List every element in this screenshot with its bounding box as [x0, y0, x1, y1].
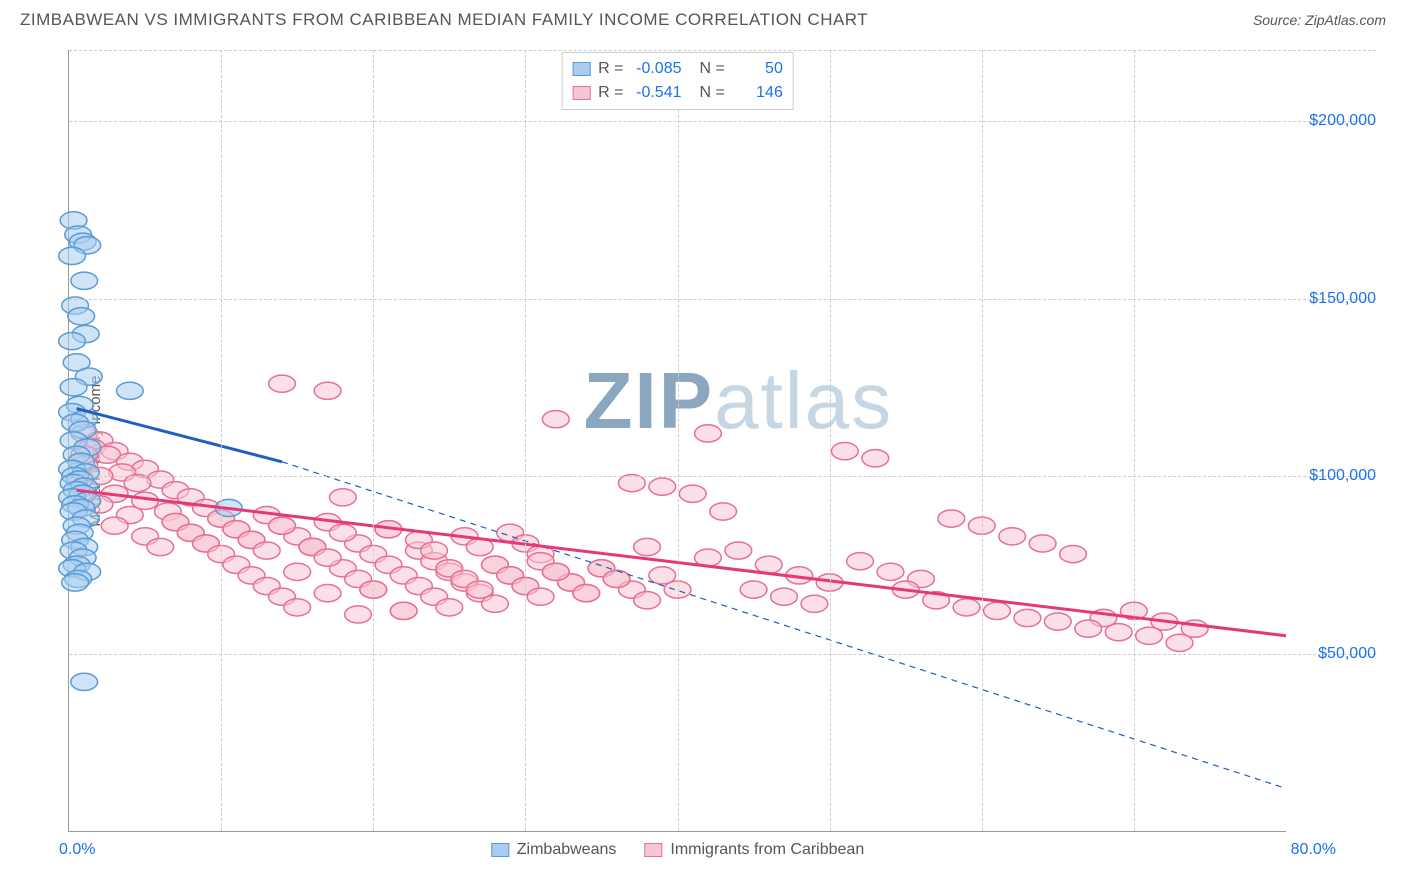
- data-point: [603, 570, 630, 587]
- data-point: [314, 549, 341, 566]
- gridline-v: [830, 50, 831, 831]
- data-point: [1166, 634, 1193, 651]
- gridline-v: [1134, 50, 1135, 831]
- data-point: [1044, 613, 1071, 630]
- data-point: [314, 585, 341, 602]
- data-point: [1014, 609, 1041, 626]
- legend-item-1: Zimbabweans: [491, 841, 617, 859]
- gridline-v: [221, 50, 222, 831]
- data-point: [345, 606, 372, 623]
- data-point: [618, 475, 645, 492]
- gridline-h: [69, 476, 1376, 477]
- data-point: [329, 489, 356, 506]
- y-tick-label: $50,000: [1291, 645, 1376, 663]
- gridline-h: [69, 299, 1376, 300]
- data-point: [649, 478, 676, 495]
- data-point: [679, 485, 706, 502]
- legend-label-2: Immigrants from Caribbean: [670, 841, 864, 859]
- data-point: [634, 592, 661, 609]
- data-point: [542, 563, 569, 580]
- data-point: [862, 450, 889, 467]
- swatch-blue: [572, 62, 590, 76]
- data-point: [71, 673, 98, 690]
- data-point: [466, 581, 493, 598]
- data-point: [1075, 620, 1102, 637]
- data-point: [573, 585, 600, 602]
- swatch-blue-2: [491, 843, 509, 857]
- data-point: [740, 581, 767, 598]
- data-point: [999, 528, 1026, 545]
- data-point: [725, 542, 752, 559]
- data-point: [634, 538, 661, 555]
- y-tick-label: $100,000: [1291, 467, 1376, 485]
- data-point: [71, 272, 98, 289]
- r-value-1: -0.085: [632, 57, 682, 81]
- swatch-pink: [572, 86, 590, 100]
- data-point: [953, 599, 980, 616]
- data-point: [755, 556, 782, 573]
- data-point: [314, 382, 341, 399]
- x-max-label: 80.0%: [1291, 841, 1336, 859]
- data-point: [101, 517, 128, 534]
- data-point: [329, 524, 356, 541]
- data-point: [695, 425, 722, 442]
- source-attribution: Source: ZipAtlas.com: [1253, 12, 1386, 28]
- data-point: [59, 333, 86, 350]
- gridline-v: [678, 50, 679, 831]
- data-point: [938, 510, 965, 527]
- data-point: [847, 553, 874, 570]
- data-point: [68, 308, 95, 325]
- data-point: [253, 542, 280, 559]
- legend-row-2: R =-0.541 N =146: [572, 81, 783, 105]
- r-value-2: -0.541: [632, 81, 682, 105]
- data-point: [877, 563, 904, 580]
- n-value-2: 146: [733, 81, 783, 105]
- data-point: [527, 588, 554, 605]
- data-point: [284, 599, 311, 616]
- series-legend: Zimbabweans Immigrants from Caribbean: [491, 841, 864, 859]
- swatch-pink-2: [644, 843, 662, 857]
- chart-container: Median Family Income ZIPatlas R =-0.085 …: [20, 40, 1386, 862]
- gridline-h: [69, 654, 1376, 655]
- gridline-h: [69, 50, 1376, 51]
- data-point: [1136, 627, 1163, 644]
- trend-line-dashed: [282, 462, 1286, 789]
- legend-row-1: R =-0.085 N =50: [572, 57, 783, 81]
- data-point: [390, 602, 417, 619]
- data-point: [124, 475, 151, 492]
- legend-item-2: Immigrants from Caribbean: [644, 841, 864, 859]
- data-point: [771, 588, 798, 605]
- legend-label-1: Zimbabweans: [517, 841, 617, 859]
- data-point: [831, 443, 858, 460]
- data-point: [801, 595, 828, 612]
- data-point: [62, 574, 89, 591]
- correlation-legend: R =-0.085 N =50 R =-0.541 N =146: [561, 52, 794, 110]
- data-point: [147, 538, 174, 555]
- chart-title: ZIMBABWEAN VS IMMIGRANTS FROM CARIBBEAN …: [20, 10, 868, 30]
- data-point: [710, 503, 737, 520]
- trend-line: [77, 490, 1286, 636]
- gridline-v: [982, 50, 983, 831]
- data-point: [60, 379, 87, 396]
- x-min-label: 0.0%: [59, 841, 95, 859]
- gridline-v: [373, 50, 374, 831]
- n-value-1: 50: [733, 57, 783, 81]
- data-point: [1029, 535, 1056, 552]
- data-point: [542, 411, 569, 428]
- gridline-h: [69, 121, 1376, 122]
- data-point: [436, 599, 463, 616]
- data-point: [421, 542, 448, 559]
- data-point: [116, 382, 143, 399]
- data-point: [284, 563, 311, 580]
- data-point: [59, 247, 86, 264]
- data-point: [269, 517, 296, 534]
- data-point: [1060, 546, 1087, 563]
- data-point: [269, 375, 296, 392]
- y-tick-label: $150,000: [1291, 290, 1376, 308]
- data-point: [1105, 624, 1132, 641]
- data-point: [984, 602, 1011, 619]
- plot-area: ZIPatlas R =-0.085 N =50 R =-0.541 N =14…: [68, 50, 1286, 832]
- y-tick-label: $200,000: [1291, 112, 1376, 130]
- gridline-v: [525, 50, 526, 831]
